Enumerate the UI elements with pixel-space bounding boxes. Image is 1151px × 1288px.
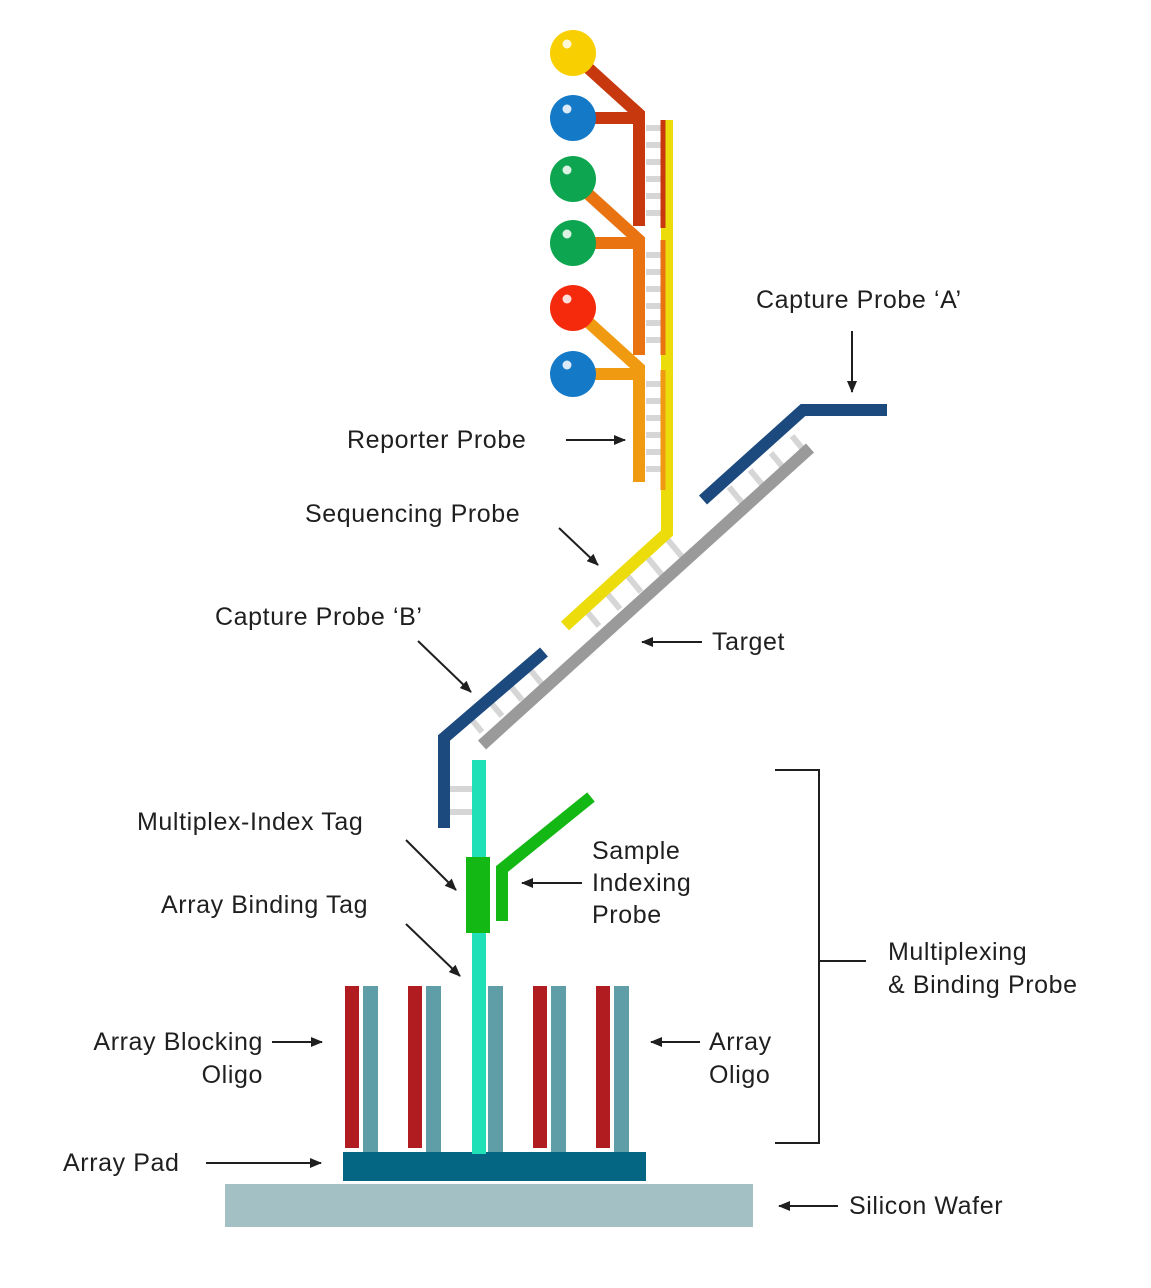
label-target: Target xyxy=(712,628,785,656)
sample-indexing-probe xyxy=(496,792,595,921)
fluorophore-blue-icon xyxy=(550,351,596,397)
reporter-dots xyxy=(550,30,596,397)
label-sequencing-probe: Sequencing Probe xyxy=(305,500,520,528)
target-strand xyxy=(477,443,815,750)
labels: Capture Probe ‘A’ Reporter Probe Sequenc… xyxy=(63,286,1078,1220)
array-oligo xyxy=(551,986,566,1152)
fluorophore-blue-icon xyxy=(550,95,596,141)
label-capture-probe-a: Capture Probe ‘A’ xyxy=(756,286,962,314)
label-array-oligo-line2: Oligo xyxy=(709,1061,770,1089)
arrow-icon xyxy=(405,839,457,891)
label-array-binding-tag: Array Binding Tag xyxy=(161,891,368,919)
multiplex-index-tag xyxy=(466,857,490,933)
array-oligo xyxy=(363,986,378,1152)
array-oligo xyxy=(488,986,503,1152)
array-oligo xyxy=(426,986,441,1152)
arrow-icon xyxy=(417,640,472,693)
silicon-wafer xyxy=(225,1184,753,1227)
capture-probe-a xyxy=(698,404,887,505)
reporter-probe-3 xyxy=(581,315,645,482)
label-sample-indexing-probe-line2: Indexing xyxy=(592,869,691,897)
arrow-icon xyxy=(405,923,461,977)
fluorophore-green-icon xyxy=(550,156,596,202)
label-multiplex-index-tag: Multiplex-Index Tag xyxy=(137,808,363,836)
sequencing-probe xyxy=(560,120,673,631)
capture-probe-b xyxy=(438,647,548,828)
label-array-oligo-line1: Array xyxy=(709,1028,772,1056)
label-array-pad: Array Pad xyxy=(63,1149,180,1177)
label-reporter-probe: Reporter Probe xyxy=(347,426,526,454)
array-oligo xyxy=(614,986,629,1152)
fluorophore-red-icon xyxy=(550,285,596,331)
blocking-oligo xyxy=(408,986,422,1148)
binding-probe-bracket xyxy=(775,769,820,1144)
blocking-oligo xyxy=(596,986,610,1148)
array-pad xyxy=(343,1152,646,1181)
label-sample-indexing-probe-line3: Probe xyxy=(592,901,662,929)
reporter-probe-2 xyxy=(581,187,645,355)
fluorophore-green-icon xyxy=(550,220,596,266)
arrow-icon xyxy=(558,527,599,566)
label-array-blocking-oligo-line2: Oligo xyxy=(202,1061,263,1089)
label-silicon-wafer: Silicon Wafer xyxy=(849,1192,1003,1220)
label-capture-probe-b: Capture Probe ‘B’ xyxy=(215,603,423,631)
multiplex-index-tag-strand xyxy=(472,760,486,1154)
blocking-oligo xyxy=(533,986,547,1148)
label-multiplexing-binding-line2: & Binding Probe xyxy=(888,971,1078,999)
label-arrows xyxy=(206,331,857,1211)
label-sample-indexing-probe-line1: Sample xyxy=(592,837,680,865)
label-array-blocking-oligo-line1: Array Blocking xyxy=(93,1028,263,1056)
blocking-oligo xyxy=(345,986,359,1148)
label-multiplexing-binding-line1: Multiplexing xyxy=(888,938,1027,966)
array-oligos xyxy=(345,986,629,1152)
reporter-probe-1 xyxy=(581,61,645,226)
fluorophore-yellow-icon xyxy=(550,30,596,76)
